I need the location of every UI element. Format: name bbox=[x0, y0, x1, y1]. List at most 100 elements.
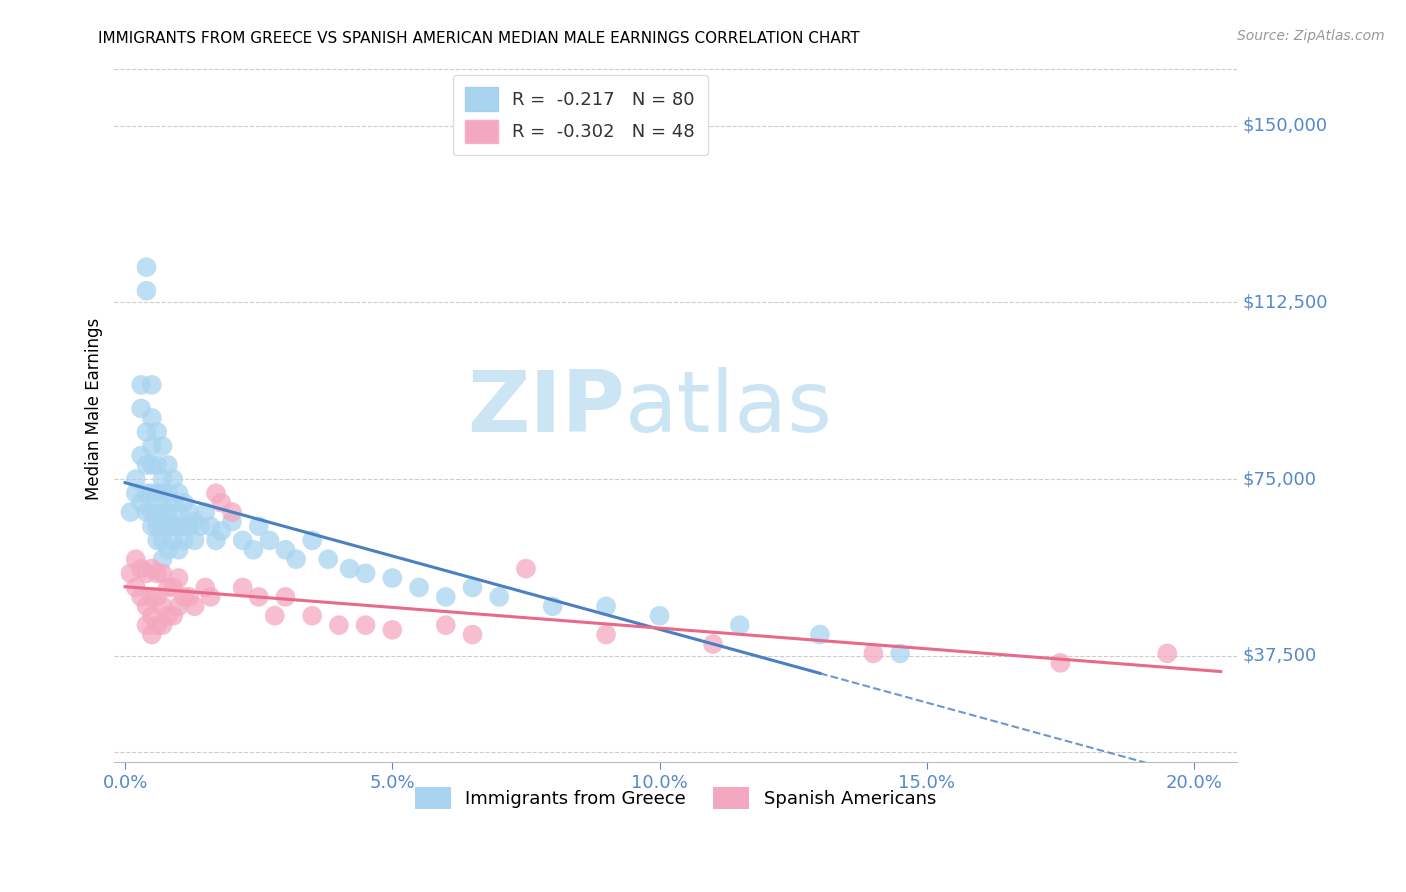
Point bbox=[146, 505, 169, 519]
Point bbox=[146, 458, 169, 472]
Text: atlas: atlas bbox=[626, 367, 834, 450]
Point bbox=[205, 486, 228, 500]
Point bbox=[141, 590, 163, 604]
Point bbox=[141, 486, 163, 500]
Point bbox=[152, 618, 174, 632]
Point bbox=[173, 496, 195, 510]
Point bbox=[194, 505, 217, 519]
Point bbox=[242, 542, 264, 557]
Point bbox=[125, 472, 148, 486]
Point bbox=[146, 618, 169, 632]
Point bbox=[141, 458, 163, 472]
Point bbox=[274, 542, 297, 557]
Point bbox=[152, 486, 174, 500]
Point bbox=[135, 599, 157, 614]
Point bbox=[152, 599, 174, 614]
Point bbox=[129, 496, 152, 510]
Point bbox=[162, 581, 184, 595]
Point bbox=[152, 552, 174, 566]
Point bbox=[200, 590, 222, 604]
Point bbox=[141, 505, 163, 519]
Point bbox=[135, 618, 157, 632]
Point bbox=[1049, 656, 1071, 670]
Point bbox=[141, 439, 163, 453]
Point bbox=[120, 505, 142, 519]
Point bbox=[702, 637, 724, 651]
Point bbox=[488, 590, 510, 604]
Point bbox=[152, 566, 174, 581]
Point bbox=[354, 566, 377, 581]
Point bbox=[162, 608, 184, 623]
Point bbox=[434, 618, 457, 632]
Point bbox=[120, 566, 142, 581]
Point bbox=[146, 533, 169, 548]
Point bbox=[515, 561, 537, 575]
Point bbox=[728, 618, 751, 632]
Point bbox=[408, 581, 430, 595]
Point bbox=[339, 561, 361, 575]
Point bbox=[141, 561, 163, 575]
Point bbox=[259, 533, 281, 548]
Point bbox=[152, 439, 174, 453]
Text: $37,500: $37,500 bbox=[1243, 647, 1316, 665]
Point bbox=[263, 608, 285, 623]
Point bbox=[141, 519, 163, 533]
Point bbox=[808, 627, 831, 641]
Point bbox=[179, 590, 201, 604]
Point bbox=[301, 608, 323, 623]
Point bbox=[595, 627, 617, 641]
Point bbox=[862, 647, 884, 661]
Point bbox=[167, 599, 190, 614]
Point bbox=[461, 627, 484, 641]
Point bbox=[301, 533, 323, 548]
Point bbox=[194, 581, 217, 595]
Point bbox=[156, 519, 179, 533]
Point bbox=[146, 519, 169, 533]
Point bbox=[141, 410, 163, 425]
Point bbox=[146, 486, 169, 500]
Point bbox=[232, 581, 254, 595]
Point bbox=[141, 627, 163, 641]
Point bbox=[156, 458, 179, 472]
Point bbox=[648, 608, 671, 623]
Point bbox=[135, 458, 157, 472]
Point bbox=[381, 623, 404, 637]
Point bbox=[135, 486, 157, 500]
Point bbox=[200, 519, 222, 533]
Point bbox=[167, 505, 190, 519]
Point bbox=[188, 519, 211, 533]
Point bbox=[141, 378, 163, 392]
Point bbox=[173, 519, 195, 533]
Point bbox=[1156, 647, 1178, 661]
Legend: Immigrants from Greece, Spanish Americans: Immigrants from Greece, Spanish American… bbox=[408, 780, 943, 816]
Point bbox=[167, 486, 190, 500]
Point bbox=[274, 590, 297, 604]
Point bbox=[162, 533, 184, 548]
Point bbox=[232, 533, 254, 548]
Point bbox=[221, 515, 243, 529]
Point bbox=[179, 505, 201, 519]
Point bbox=[152, 505, 174, 519]
Point bbox=[179, 519, 201, 533]
Point bbox=[135, 260, 157, 274]
Point bbox=[129, 449, 152, 463]
Point bbox=[146, 566, 169, 581]
Point bbox=[129, 401, 152, 416]
Point bbox=[135, 505, 157, 519]
Point bbox=[541, 599, 564, 614]
Point bbox=[156, 608, 179, 623]
Point bbox=[167, 542, 190, 557]
Point bbox=[156, 581, 179, 595]
Y-axis label: Median Male Earnings: Median Male Earnings bbox=[86, 318, 103, 500]
Point bbox=[125, 552, 148, 566]
Point bbox=[183, 533, 205, 548]
Point bbox=[354, 618, 377, 632]
Point bbox=[162, 472, 184, 486]
Point bbox=[162, 496, 184, 510]
Point bbox=[183, 515, 205, 529]
Point bbox=[221, 505, 243, 519]
Text: IMMIGRANTS FROM GREECE VS SPANISH AMERICAN MEDIAN MALE EARNINGS CORRELATION CHAR: IMMIGRANTS FROM GREECE VS SPANISH AMERIC… bbox=[98, 31, 860, 46]
Point bbox=[129, 590, 152, 604]
Point bbox=[461, 581, 484, 595]
Point bbox=[135, 566, 157, 581]
